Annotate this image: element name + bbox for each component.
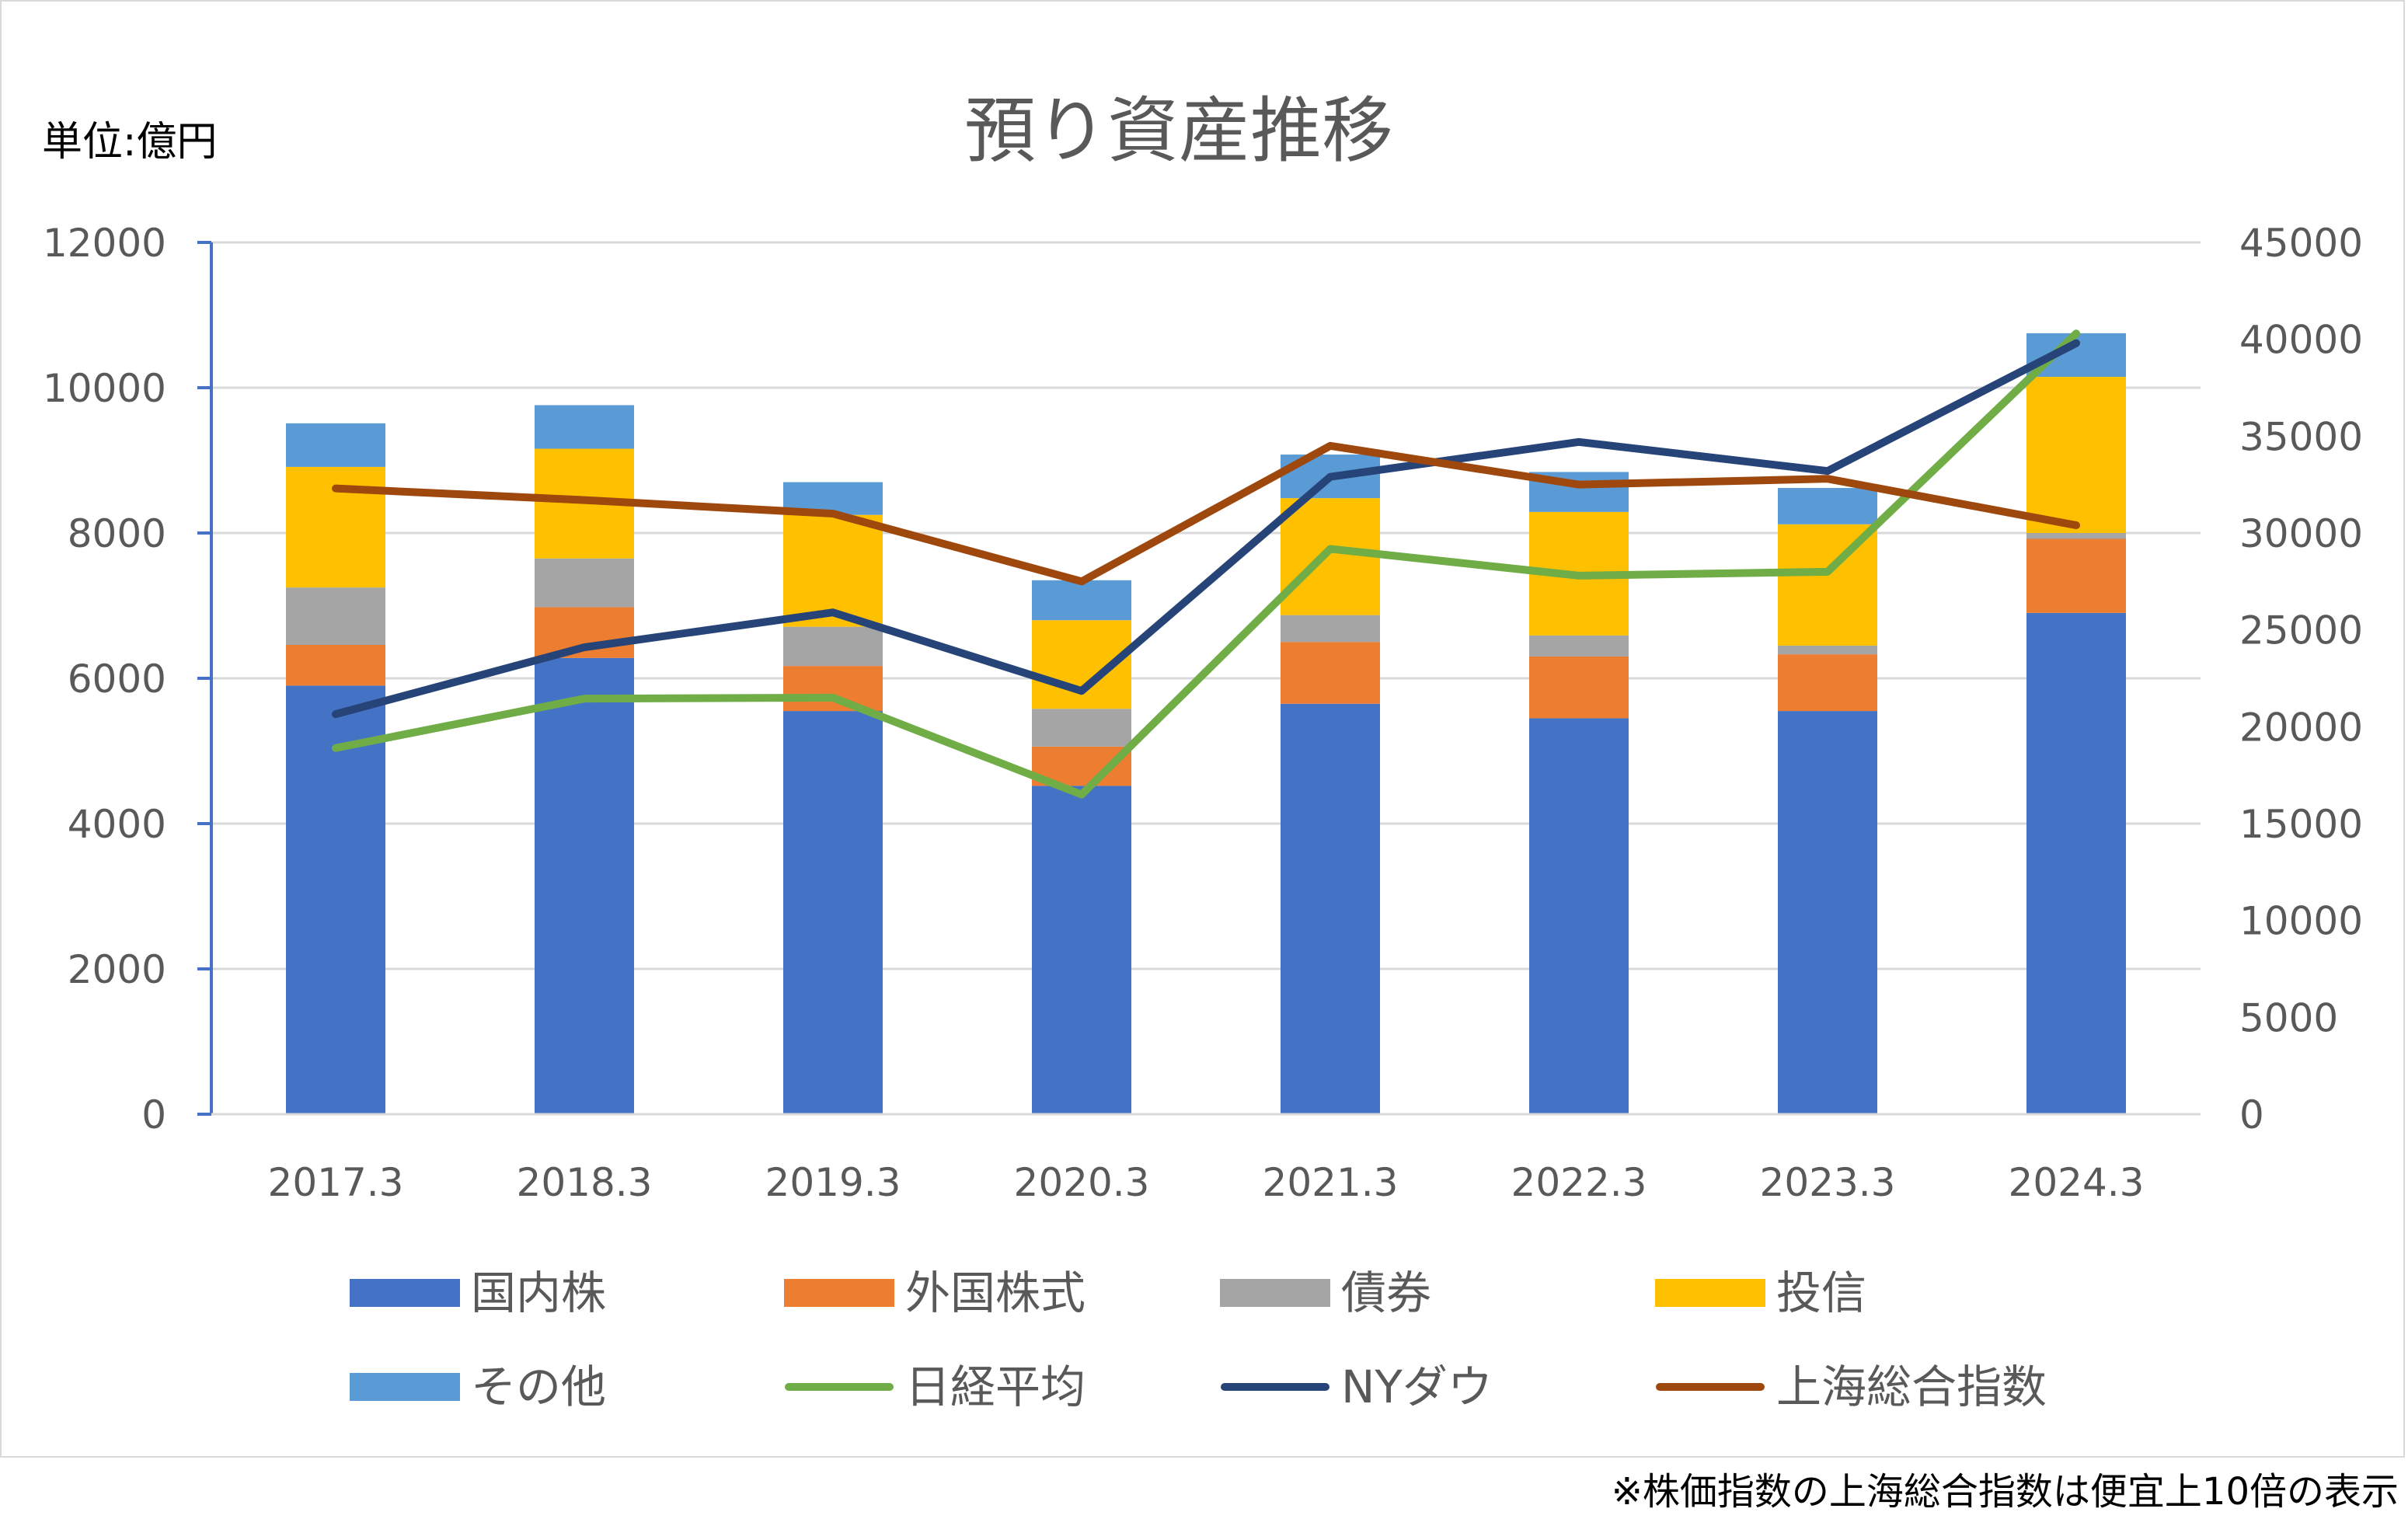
- x-tick-label: 2024.3: [2009, 1160, 2145, 1205]
- y-right-tick-label: 40000: [2239, 318, 2363, 363]
- y-right-tick-label: 5000: [2239, 995, 2338, 1040]
- bar-segment: [1529, 656, 1629, 719]
- chart-title: 預り資産推移: [964, 89, 1393, 172]
- unit-label: 単位:億円: [42, 119, 218, 165]
- legend-label: 投信: [1776, 1266, 1866, 1319]
- y-left-tick-label: 6000: [68, 657, 166, 702]
- legend-label: 外国株式: [905, 1266, 1086, 1319]
- bar-segment: [1529, 718, 1629, 1114]
- x-tick-label: 2020.3: [1014, 1160, 1150, 1205]
- legend-swatch: [1220, 1279, 1330, 1307]
- y-left-tick-label: 12000: [43, 221, 166, 266]
- legend-swatch: [784, 1279, 894, 1307]
- bar-segment: [1778, 488, 1877, 524]
- bar-segment: [535, 657, 634, 1114]
- legend-swatch: [350, 1373, 460, 1401]
- gridlines: [211, 241, 2201, 970]
- series-line: [332, 329, 2080, 799]
- series-line: [332, 441, 2080, 586]
- x-tick-label: 2017.3: [268, 1160, 404, 1205]
- bar-segment: [1529, 635, 1629, 657]
- bar-segment: [1778, 711, 1877, 1114]
- legend-swatch: [350, 1279, 460, 1307]
- legend-label: NYダウ: [1341, 1361, 1493, 1413]
- bar-segment: [1281, 498, 1380, 615]
- bar-segment: [286, 587, 385, 645]
- y-right-tick-label: 0: [2239, 1092, 2264, 1138]
- bar-segment: [286, 423, 385, 467]
- bar-segment: [2026, 376, 2126, 533]
- bar-segment: [1778, 645, 1877, 655]
- bar-segment: [2026, 538, 2126, 613]
- x-tick-label: 2022.3: [1511, 1160, 1647, 1205]
- bar-segment: [783, 626, 883, 667]
- bar-segment: [535, 405, 634, 449]
- bar-segment: [286, 685, 385, 1114]
- y-left-tick-label: 2000: [68, 947, 166, 992]
- x-tick-label: 2021.3: [1263, 1160, 1399, 1205]
- y-right-tick-label: 15000: [2239, 802, 2363, 847]
- bar-segment: [1281, 615, 1380, 643]
- bar-segment: [2026, 612, 2126, 1114]
- y-right-tick-label: 30000: [2239, 511, 2363, 556]
- y-right-tick-label: 20000: [2239, 705, 2363, 750]
- y-left-tick-label: 4000: [68, 802, 166, 847]
- series-line: [332, 339, 2080, 719]
- chart-svg: 預り資産推移 単位:億円 0 2000 4000 6000 8000 10000 12000…: [42, 89, 2363, 1413]
- bar-segment: [1032, 786, 1131, 1114]
- legend-label: 上海総合指数: [1776, 1361, 2047, 1413]
- y-right-tick-label: 10000: [2239, 899, 2363, 944]
- bar-segment: [1032, 580, 1131, 621]
- y-right-tick-label: 45000: [2239, 221, 2363, 266]
- bar-segment: [1032, 709, 1131, 747]
- x-tick-label: 2019.3: [765, 1160, 901, 1205]
- bar-segment: [2026, 533, 2126, 539]
- bar-segment: [1778, 654, 1877, 712]
- legend-label: 日経平均: [905, 1361, 1086, 1413]
- legend-label: 債券: [1341, 1266, 1431, 1319]
- y-left-tick-label: 0: [141, 1092, 166, 1138]
- bar-segment: [783, 666, 883, 712]
- bar-segment: [1281, 703, 1380, 1114]
- legend-label: 国内株: [471, 1266, 606, 1319]
- chart-frame: 預り資産推移 単位:億円 0 2000 4000 6000 8000 10000 12000…: [0, 0, 2405, 1458]
- bar-layer: [286, 333, 2126, 1114]
- bar-segment: [286, 644, 385, 686]
- y-left-tick-label: 10000: [43, 366, 166, 411]
- axes: 0 2000 4000 6000 8000 10000 12000 0 5000 10000 150…: [43, 221, 2363, 1205]
- line-layer: [332, 329, 2080, 799]
- x-tick-label: 2018.3: [517, 1160, 653, 1205]
- bar-segment: [783, 711, 883, 1114]
- legend-swatch: [1655, 1279, 1765, 1307]
- y-right-tick-label: 25000: [2239, 608, 2363, 653]
- bar-segment: [783, 514, 883, 627]
- bar-segment: [535, 558, 634, 608]
- footnote: ※株価指数の上海総合指数は便宜上10倍の表示: [1611, 1470, 2399, 1514]
- legend-label: その他: [471, 1361, 606, 1413]
- x-tick-label: 2023.3: [1760, 1160, 1896, 1205]
- y-right-tick-label: 35000: [2239, 414, 2363, 459]
- y-left-tick-label: 8000: [68, 511, 166, 556]
- bar-segment: [1281, 642, 1380, 704]
